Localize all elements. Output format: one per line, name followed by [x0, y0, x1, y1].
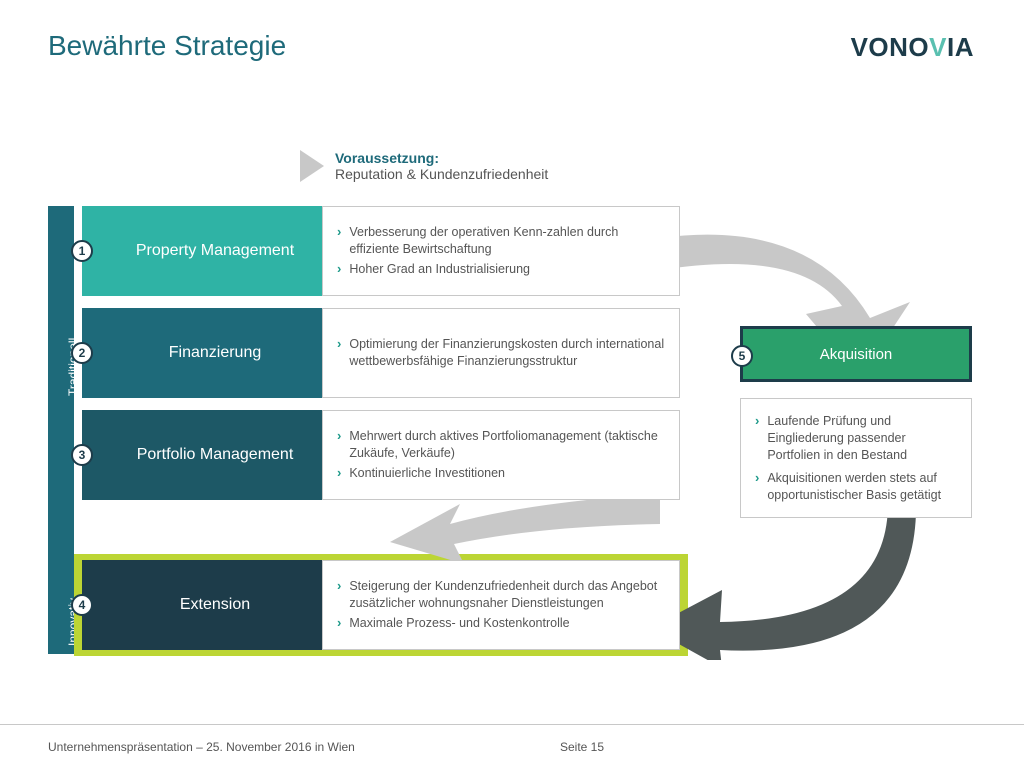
- arrow-bottom-icon: [660, 500, 920, 660]
- bullet-text: Akquisitionen werden stets auf opportuni…: [767, 470, 957, 504]
- bullet: › Hoher Grad an Industrialisierung: [337, 261, 665, 278]
- number-badge-4: 4: [71, 594, 93, 616]
- logo-prefix: VONO: [851, 32, 930, 62]
- chevron-icon: ›: [337, 615, 341, 632]
- block-property-management: 1 Property Management: [82, 206, 322, 296]
- block-akquisition: 5 Akquisition: [740, 326, 972, 382]
- block-finanzierung: 2 Finanzierung: [82, 308, 322, 398]
- row-portfolio-management: 3 Portfolio Management › Mehrwert durch a…: [82, 410, 680, 500]
- bullet: › Laufende Prüfung und Eingliederung pass…: [755, 413, 957, 464]
- footer-left: Unternehmenspräsentation – 25. November …: [48, 740, 355, 754]
- chevron-icon: ›: [337, 224, 341, 241]
- chevron-icon: ›: [755, 413, 759, 430]
- number-badge-5: 5: [731, 345, 753, 367]
- chevron-icon: ›: [337, 578, 341, 595]
- desc-extension: › Steigerung der Kundenzufriedenheit durc…: [322, 560, 680, 650]
- triangle-icon: [300, 150, 324, 182]
- row-extension: 4 Extension › Steigerung der Kundenzufrie…: [82, 560, 680, 650]
- voraussetzung-label: Voraussetzung:: [335, 150, 548, 166]
- bullet: › Optimierung der Finanzierungskosten dur…: [337, 336, 665, 370]
- bullet-text: Mehrwert durch aktives Portfoliomanageme…: [349, 428, 665, 462]
- chevron-icon: ›: [337, 261, 341, 278]
- row-property-management: 1 Property Management › Verbesserung der …: [82, 206, 680, 296]
- bullet: › Akquisitionen werden stets auf opportun…: [755, 470, 957, 504]
- desc-portfolio-management: › Mehrwert durch aktives Portfoliomanagem…: [322, 410, 680, 500]
- bullet-text: Optimierung der Finanzierungskosten durc…: [349, 336, 665, 370]
- bullet-text: Maximale Prozess- und Kostenkontrolle: [349, 615, 569, 632]
- chevron-icon: ›: [337, 428, 341, 445]
- logo-suffix: IA: [947, 32, 974, 62]
- desc-finanzierung: › Optimierung der Finanzierungskosten dur…: [322, 308, 680, 398]
- bullet-text: Kontinuierliche Investitionen: [349, 465, 505, 482]
- number-badge-3: 3: [71, 444, 93, 466]
- bullet-text: Hoher Grad an Industrialisierung: [349, 261, 530, 278]
- label-akquisition: Akquisition: [820, 346, 893, 363]
- chevron-icon: ›: [337, 465, 341, 482]
- logo-accent: V: [929, 32, 947, 62]
- label-finanzierung: Finanzierung: [108, 344, 322, 362]
- sidebar: Traditionell Innovativ: [48, 206, 74, 654]
- block-extension: 4 Extension: [82, 560, 322, 650]
- block-portfolio-management: 3 Portfolio Management: [82, 410, 322, 500]
- bullet: › Steigerung der Kundenzufriedenheit durc…: [337, 578, 665, 612]
- row-finanzierung: 2 Finanzierung › Optimierung der Finanzie…: [82, 308, 680, 398]
- slide: Bewährte Strategie VONOVIA Voraussetzung…: [0, 0, 1024, 768]
- number-badge-2: 2: [71, 342, 93, 364]
- label-extension: Extension: [108, 596, 322, 614]
- bullet-text: Verbesserung der operativen Kenn-zahlen …: [349, 224, 665, 258]
- voraussetzung-text: Reputation & Kundenzufriedenheit: [335, 166, 548, 182]
- logo: VONOVIA: [851, 32, 974, 63]
- bullet: › Verbesserung der operativen Kenn-zahlen…: [337, 224, 665, 258]
- voraussetzung-block: Voraussetzung: Reputation & Kundenzufrie…: [335, 150, 548, 182]
- chevron-icon: ›: [337, 336, 341, 353]
- label-property-management: Property Management: [108, 242, 322, 260]
- page-title: Bewährte Strategie: [48, 30, 286, 62]
- bullet-text: Steigerung der Kundenzufriedenheit durch…: [349, 578, 665, 612]
- footer-page: Seite 15: [560, 740, 604, 754]
- number-badge-1: 1: [71, 240, 93, 262]
- bullet: › Kontinuierliche Investitionen: [337, 465, 665, 482]
- chevron-icon: ›: [755, 470, 759, 487]
- arrow-mid-icon: [330, 494, 670, 564]
- desc-property-management: › Verbesserung der operativen Kenn-zahlen…: [322, 206, 680, 296]
- bullet: › Mehrwert durch aktives Portfoliomanagem…: [337, 428, 665, 462]
- bullet-text: Laufende Prüfung und Eingliederung passe…: [767, 413, 957, 464]
- bullet: › Maximale Prozess- und Kostenkontrolle: [337, 615, 665, 632]
- footer: Unternehmenspräsentation – 25. November …: [0, 724, 1024, 768]
- label-portfolio-management: Portfolio Management: [108, 446, 322, 464]
- desc-akquisition: › Laufende Prüfung und Eingliederung pass…: [740, 398, 972, 518]
